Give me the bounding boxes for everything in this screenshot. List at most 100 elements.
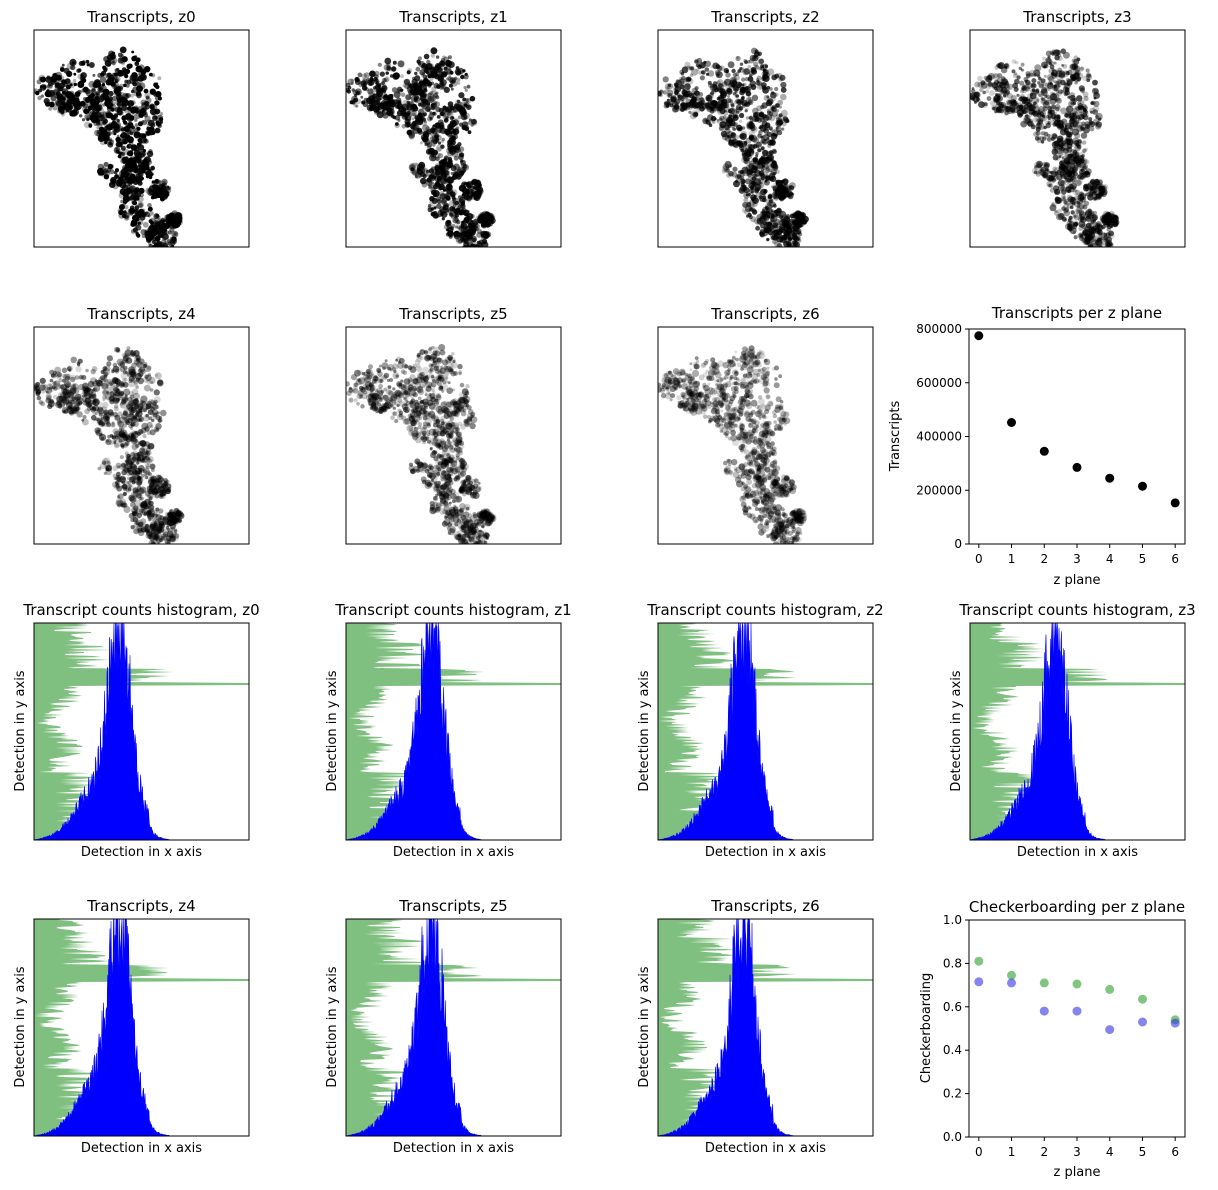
tissue-dot [728,170,734,177]
tissue-dot [1040,140,1045,144]
tissue-dot [681,81,688,87]
tissue-dot [725,116,730,121]
tissue-dot [149,72,153,77]
tissue-dot [1111,214,1118,221]
tissue-dot [61,63,65,67]
tissue-dot [48,107,52,111]
tissue-dot [456,77,461,82]
tissue-dot [445,177,450,183]
tissue-dot [376,87,382,94]
tissue-dot [391,87,398,93]
tissue-dot [1073,170,1077,174]
tissue-dot [781,127,785,131]
tissue-dot [370,103,376,108]
tissue-dot [391,66,397,72]
tissue-dot [465,98,472,104]
tissue-dot [137,75,145,82]
tissue-dot [422,74,428,80]
tissue-dot [1057,179,1065,187]
tissue-dot [1097,179,1103,186]
tissue-dot [356,78,361,82]
tissue-dot [716,105,722,112]
tissue-dot [772,149,777,154]
tissue-dot [1080,66,1085,71]
image-panel-z4: Transcripts, z4 [33,305,250,545]
tissue-dot [451,193,456,197]
tissue-dot [1044,162,1050,168]
tissue-dot [1069,178,1074,183]
tissue-dot [419,170,424,175]
tissue-dot [1035,170,1040,175]
tissue-dot [358,80,365,88]
tissue-dot [133,188,139,195]
tissue-dot [743,158,749,164]
tissue-dot [722,169,727,174]
tissue-dot [779,196,784,201]
tissue-dot [126,129,132,135]
tissue-dot [1035,130,1041,136]
tissue-dot [1037,80,1045,87]
tissue-dot [392,60,397,65]
tissue-dot [426,102,431,106]
tissue-dot [1053,85,1057,89]
tissue-dot [48,101,55,108]
tissue-dot [1085,123,1090,128]
tissue-dot [154,243,158,247]
tissue-dot [1002,89,1006,94]
tissue-dot [1003,93,1008,98]
tissue-dot [1071,107,1078,114]
tissue-dot [76,68,81,73]
tissue-dot [681,99,685,103]
tissue-dot [971,88,976,94]
tissue-dot [1066,130,1070,135]
tissue-dot [425,173,429,177]
panel-title: Transcripts, z4 [86,305,195,323]
tissue-dot [1001,79,1008,86]
tissue-dot [739,62,744,66]
tissue-dot [766,210,770,214]
tissue-dot [740,96,745,101]
tissue-dot [1060,79,1066,86]
tissue-dot [764,122,771,129]
tissue-dot [1035,88,1040,92]
tissue-dot [436,199,442,204]
tissue-dot [741,150,749,157]
tissue-dot [445,232,450,237]
tissue-dot [734,89,739,93]
tissue-dot [747,76,754,82]
tissue-dot [170,244,175,247]
tissue-dot [1050,171,1058,178]
tissue-dot [159,112,164,116]
tissue-dot [778,214,784,219]
tissue-dot [688,66,693,71]
tissue-dot [70,64,76,71]
tissue-dot [1076,204,1081,209]
tissue-dot [115,497,123,505]
tissue-dot [1082,107,1087,112]
tissue-dot [441,217,445,221]
tissue-dot [767,143,772,148]
tissue-dot [1107,213,1111,218]
tissue-dot [99,76,107,84]
tissue-dot [383,94,389,99]
tissue-dot [107,141,114,148]
tissue-dot [137,221,142,225]
tissue-dot [734,74,740,81]
tissue-dot [1099,215,1107,222]
tissue-dot [1025,79,1031,86]
tissue-dot [133,168,139,174]
tissue-dot [748,116,753,120]
tissue-dot [735,110,740,115]
tissue-dot [1081,140,1087,145]
tissue-dot [46,84,53,90]
tissue-dot [453,214,458,219]
tissue-dot [67,95,73,101]
panel-frame [33,29,250,248]
tissue-dot [137,180,143,186]
tissue-dot [84,397,91,404]
tissue-dot [663,103,669,109]
tissue-dot [1097,195,1102,199]
tissue-dot [699,75,705,81]
tissue-dot [453,215,457,219]
tissue-dot [710,91,715,96]
